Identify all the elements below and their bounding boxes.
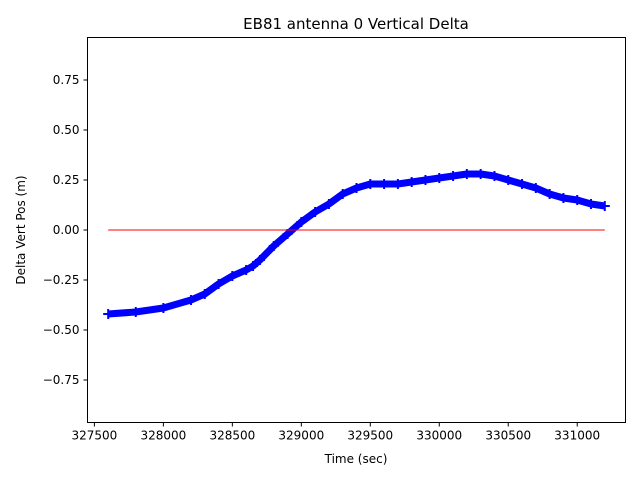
data-point bbox=[420, 175, 431, 185]
x-axis-label: Time (sec) bbox=[324, 452, 388, 466]
data-point bbox=[586, 199, 597, 209]
x-axis: 327500 328000 328500 329000 329500 330000 3305… bbox=[71, 422, 600, 443]
data-point bbox=[337, 189, 348, 199]
data-point bbox=[558, 193, 569, 203]
y-tick-label: 0.75 bbox=[53, 73, 80, 87]
data-point bbox=[406, 177, 417, 187]
data-point bbox=[241, 265, 252, 275]
x-tick-label: 329000 bbox=[278, 429, 324, 443]
data-point bbox=[323, 199, 334, 209]
data-point bbox=[227, 271, 238, 281]
data-point bbox=[572, 195, 583, 205]
x-tick-label: 328000 bbox=[140, 429, 186, 443]
data-point bbox=[392, 179, 403, 189]
y-tick-label: 0.00 bbox=[53, 223, 80, 237]
data-point bbox=[248, 261, 259, 271]
data-point bbox=[310, 207, 321, 217]
data-point bbox=[461, 169, 472, 179]
data-point bbox=[282, 229, 293, 239]
data-point bbox=[517, 179, 528, 189]
data-point bbox=[103, 309, 114, 319]
y-tick-label: 0.50 bbox=[53, 123, 80, 137]
data-point bbox=[365, 179, 376, 189]
series-layer bbox=[103, 169, 610, 319]
data-point bbox=[434, 173, 445, 183]
y-tick-label: −0.50 bbox=[43, 323, 80, 337]
data-point bbox=[599, 201, 610, 211]
data-point bbox=[351, 183, 362, 193]
x-tick-label: 327500 bbox=[71, 429, 117, 443]
y-tick-label: −0.25 bbox=[43, 273, 80, 287]
y-axis-label: Delta Vert Pos (m) bbox=[14, 175, 28, 284]
data-point bbox=[213, 279, 224, 289]
y-axis: −0.75 −0.50 −0.25 0.00 0.25 0.50 0.75 bbox=[43, 73, 88, 387]
data-point bbox=[489, 171, 500, 181]
x-tick-label: 331000 bbox=[554, 429, 600, 443]
y-tick-label: −0.75 bbox=[43, 373, 80, 387]
data-point bbox=[296, 217, 307, 227]
data-point bbox=[130, 307, 141, 317]
data-point bbox=[503, 175, 514, 185]
x-tick-label: 330000 bbox=[416, 429, 462, 443]
data-point bbox=[448, 171, 459, 181]
data-point bbox=[379, 179, 390, 189]
data-point bbox=[475, 169, 486, 179]
data-point bbox=[158, 303, 169, 313]
data-point bbox=[199, 289, 210, 299]
data-point bbox=[544, 189, 555, 199]
x-tick-label: 329500 bbox=[347, 429, 393, 443]
y-tick-label: 0.25 bbox=[53, 173, 80, 187]
data-point bbox=[254, 255, 265, 265]
x-tick-label: 328500 bbox=[209, 429, 255, 443]
data-point bbox=[185, 295, 196, 305]
chart-title: EB81 antenna 0 Vertical Delta bbox=[243, 15, 469, 33]
data-point bbox=[530, 183, 541, 193]
x-tick-label: 330500 bbox=[485, 429, 531, 443]
data-point bbox=[268, 241, 279, 251]
